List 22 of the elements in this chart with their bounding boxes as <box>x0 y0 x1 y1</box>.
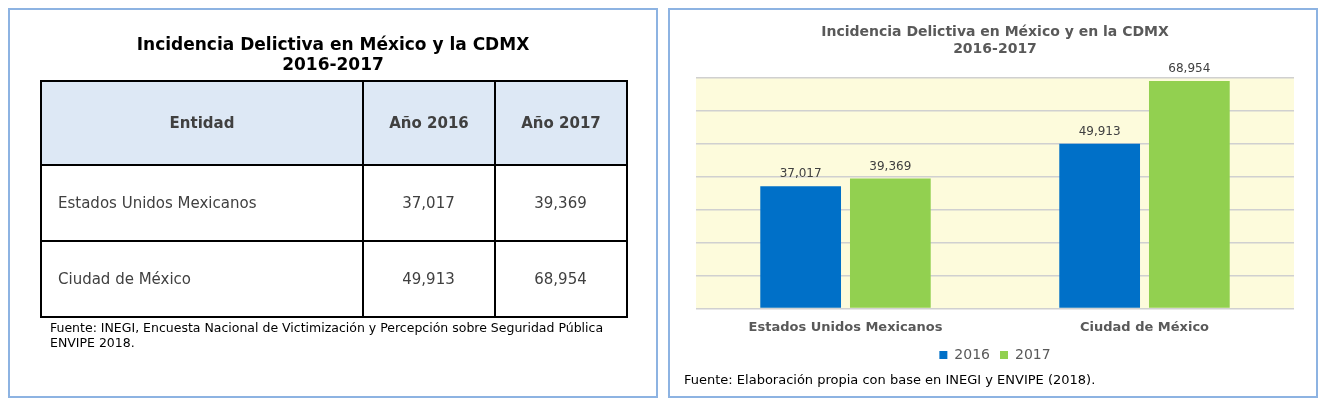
source-note: Fuente: Elaboración propia con base en INEGI y ENVIPE (2018). <box>684 372 1097 387</box>
source-note: Fuente: INEGI, Encuesta Nacional de Victimización y Percepción sobre Seguridad Pública ENVIPE 2018. <box>50 320 605 350</box>
legend-label: 2016 <box>954 345 991 362</box>
data-label: 49,913 <box>1078 123 1121 138</box>
text: 39,369 <box>495 165 627 241</box>
legend-label: 2017 <box>1015 345 1051 362</box>
bar <box>760 186 842 308</box>
bar <box>849 178 931 308</box>
bar <box>1059 143 1141 308</box>
text: Estados Unidos Mexicanos <box>41 165 363 241</box>
text: 37,017 <box>363 165 495 241</box>
text: Año 2016 <box>363 81 495 165</box>
text: Incidencia Delictiva en México y la CDMX 2016-2017 <box>135 34 531 74</box>
chart-title: Incidencia Delictiva en México y en la CDMX 2016-2017 <box>821 23 1169 56</box>
data-label: 37,017 <box>779 166 822 181</box>
text: 68,954 <box>495 241 627 317</box>
bar <box>1148 81 1230 308</box>
text: 49,913 <box>363 241 495 317</box>
text: Año 2017 <box>495 81 627 165</box>
data-label: 68,954 <box>1168 61 1211 76</box>
text: Entidad <box>41 81 363 165</box>
data-label: 39,369 <box>869 158 912 173</box>
